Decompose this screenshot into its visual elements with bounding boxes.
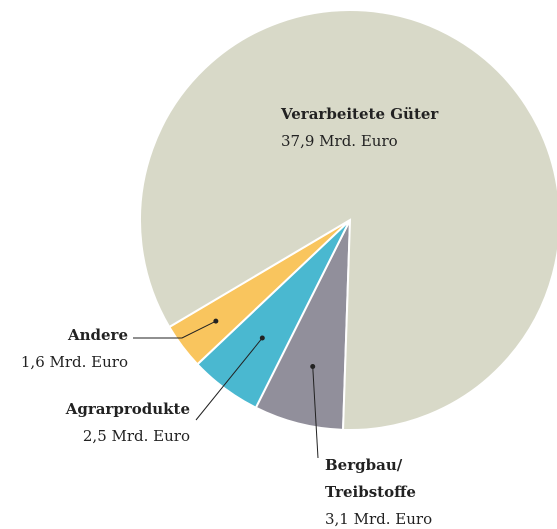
value-label: 2,5 Mrd. Euro [82, 427, 190, 445]
category-name: Agrarprodukte [65, 400, 190, 418]
leader-dot [213, 318, 219, 324]
value-label: 37,9 Mrd. Euro [281, 132, 398, 150]
slice-label: Bergbau/ Treibstoffe 3,1 Mrd. Euro [325, 452, 435, 529]
leader-line [195, 337, 263, 421]
leader-dot [310, 364, 316, 370]
category-name: Bergbau/ Treibstoffe [325, 456, 416, 501]
pie-slice [139, 9, 557, 431]
category-name: Verarbeitete Güter [281, 105, 439, 123]
slice-label: Agrarprodukte 2,5 Mrd. Euro [66, 396, 190, 450]
leader-dot [259, 335, 265, 341]
value-label: 3,1 Mrd. Euro [325, 510, 433, 528]
leader-line [312, 366, 319, 459]
slice-label: Verarbeitete Güter 37,9 Mrd. Euro [281, 101, 438, 155]
value-label: 1,6 Mrd. Euro [20, 353, 128, 371]
slice-label: Andere 1,6 Mrd. Euro [21, 322, 128, 376]
leader-line [133, 320, 217, 339]
category-name: Andere [67, 326, 128, 344]
